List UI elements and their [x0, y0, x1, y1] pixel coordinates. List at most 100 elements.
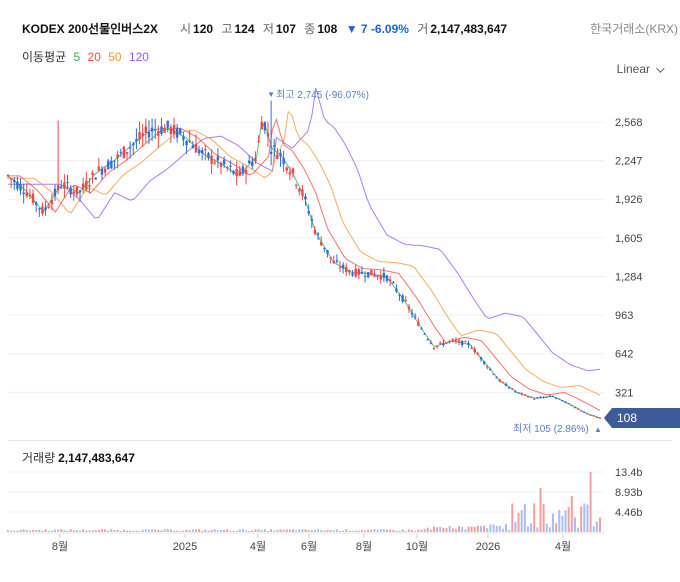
candle-body: [94, 177, 97, 180]
candle-body: [554, 397, 558, 399]
candle-body: [492, 373, 495, 375]
volume-bar: [379, 529, 382, 532]
candle-body: [457, 340, 461, 343]
volume-bar: [420, 529, 423, 532]
volume-bar: [310, 530, 313, 532]
volume-bar: [179, 530, 182, 532]
volume-bar: [536, 527, 539, 532]
candle-body: [288, 172, 292, 175]
candle-body: [147, 131, 151, 138]
candle-body: [598, 417, 602, 419]
scale-selector[interactable]: Linear: [616, 62, 665, 76]
volume-bar: [292, 529, 295, 532]
candle-body: [445, 342, 448, 344]
volume-tick-label: 8.93b: [615, 487, 643, 499]
x-tick-label: 6월: [301, 540, 317, 553]
volume-bar: [517, 512, 520, 532]
candle-body: [28, 194, 32, 197]
volume-bar: [326, 529, 329, 532]
volume-bar: [511, 503, 514, 532]
scale-selector-value: Linear: [616, 62, 650, 76]
close-value: 108: [317, 22, 338, 36]
volume-bar: [94, 530, 97, 532]
volume-bar: [533, 503, 536, 532]
candle-body: [558, 398, 561, 400]
x-tick-label: 2026: [476, 541, 500, 553]
candle-body: [257, 140, 260, 142]
volume-bar: [489, 524, 492, 532]
volume-bar: [210, 529, 213, 532]
volume-bar: [263, 529, 266, 532]
moving-average-legend[interactable]: 이동평균 5 20 50 120: [22, 48, 153, 65]
volume-bar: [132, 530, 135, 532]
low-marker-icon: ▲: [594, 425, 602, 434]
candle-body: [589, 414, 592, 416]
volume-bar: [226, 529, 229, 532]
volume-bar: [526, 526, 529, 532]
candle-body: [232, 170, 235, 174]
candle-body: [542, 397, 545, 399]
candle-body: [294, 184, 298, 186]
candle-body: [576, 408, 580, 410]
volume-bar: [592, 526, 595, 532]
candle-body: [244, 170, 248, 175]
volume-bar: [454, 529, 457, 532]
volume-bar: [116, 529, 119, 532]
candle-body: [150, 127, 154, 132]
candle-body: [160, 126, 163, 134]
volume-bar: [245, 530, 248, 532]
candle-body: [13, 179, 16, 183]
volume-bar: [323, 530, 326, 532]
candle-body: [301, 189, 304, 196]
volume-bar: [279, 529, 282, 532]
volume-bar: [407, 529, 410, 532]
x-tick-label: 4월: [555, 540, 571, 553]
volume-bar: [266, 530, 269, 532]
x-tick-label: 8월: [356, 540, 372, 553]
volume-bar: [32, 530, 35, 532]
y-tick-label: 642: [615, 349, 633, 361]
volume-bar: [332, 530, 335, 532]
volume-bar: [204, 529, 207, 532]
candle-body: [56, 185, 60, 190]
volume-tick-label: 13.4b: [615, 467, 643, 479]
candle-body: [53, 188, 57, 197]
candle-body: [482, 361, 486, 364]
candle-body: [103, 168, 107, 173]
volume-bar: [364, 530, 367, 532]
candle-body: [592, 415, 595, 417]
volume-bar: [248, 530, 251, 532]
volume-bar: [141, 529, 144, 532]
candle-body: [395, 288, 398, 292]
volume-bar: [392, 530, 395, 532]
volume-bar: [35, 529, 38, 532]
quote-header: KODEX 200선물인버스2X 시 120 고 124 저 107 종 108 ▼ 7…: [10, 20, 678, 38]
candle-body: [229, 165, 232, 167]
volume-bar: [66, 530, 69, 532]
volume-bar: [555, 523, 558, 532]
candle-body: [191, 145, 195, 149]
volume-bar: [360, 529, 363, 532]
volume-bar: [342, 530, 345, 532]
candle-body: [464, 341, 467, 343]
candle-body: [34, 202, 38, 205]
y-tick-label: 1,284: [615, 271, 643, 283]
candle-body: [526, 396, 530, 398]
candle-body: [398, 294, 401, 296]
candle-body: [567, 403, 570, 405]
ma-line-120: [8, 87, 601, 372]
volume-bar: [160, 530, 163, 532]
candle-body: [63, 182, 66, 189]
candle-body: [316, 233, 320, 235]
low-annotation: 최저 105 (2.86%): [513, 423, 589, 435]
candle-body: [285, 167, 288, 171]
volume-bar: [339, 530, 342, 532]
candle-body: [298, 188, 301, 192]
candle-body: [517, 392, 520, 394]
candle-body: [442, 343, 445, 346]
volume-bar: [429, 529, 432, 532]
high-marker-icon: ▼: [267, 90, 275, 99]
volume-bar: [414, 530, 417, 532]
volume-bar: [295, 530, 298, 532]
